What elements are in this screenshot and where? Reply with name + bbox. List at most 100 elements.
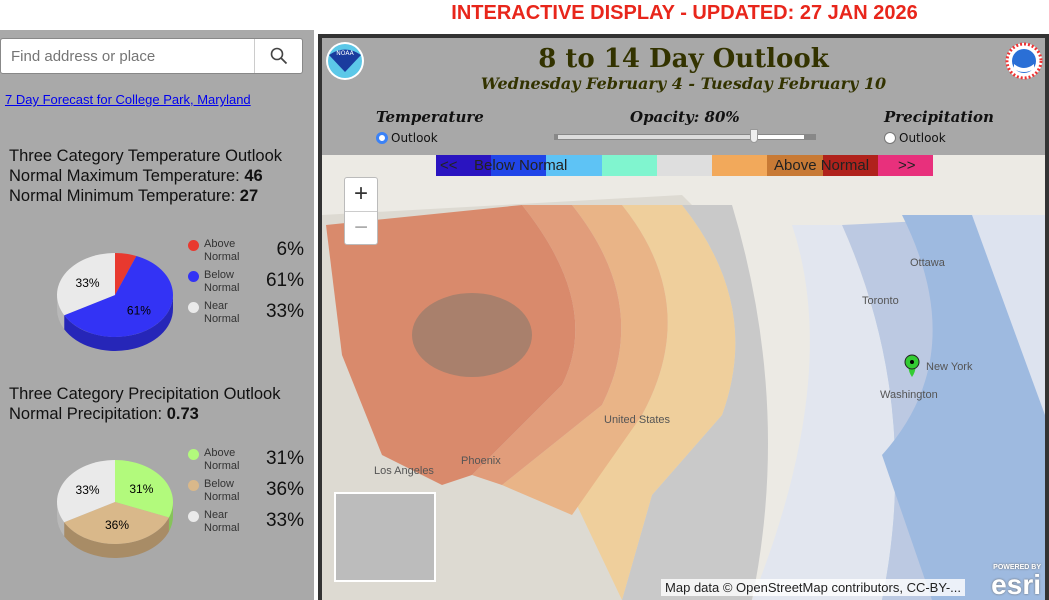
normal-min-value: 27 (239, 187, 259, 205)
noaa-logo-icon: NOAA (326, 42, 364, 80)
radio-label: Outlook (391, 131, 438, 145)
country-label: United States (604, 414, 671, 426)
pie-slice-label: 33% (76, 276, 100, 290)
search-input[interactable] (1, 39, 254, 73)
temp-heading: Three Category Temperature Outlook (9, 147, 282, 165)
search-button[interactable] (254, 39, 302, 73)
legend-dot (188, 449, 199, 460)
legend-label: Near Normal (204, 509, 240, 534)
legend-prev-button[interactable]: << (440, 157, 458, 174)
normal-min-label: Normal Minimum Temperature: (9, 187, 240, 205)
legend-value: 33% (265, 301, 304, 322)
pie-side (57, 295, 65, 330)
legend-row: Above Normal 31% (188, 447, 304, 478)
left-panel: 7 Day Forecast for College Park, Marylan… (0, 30, 314, 600)
nws-logo-icon (1005, 42, 1043, 80)
precipitation-pie-chart: 31% 36% 33% (56, 460, 173, 558)
legend-above-label: Above Normal (774, 157, 870, 174)
pie-side (168, 502, 173, 532)
pie-slice[interactable] (56, 253, 115, 316)
zoom-control: + − (344, 177, 378, 245)
pie-slice[interactable] (115, 253, 137, 295)
esri-logo: POWERED BY esri (991, 564, 1041, 600)
temperature-legend: Above Normal 6% Below Normal 61% Near Normal… (188, 238, 304, 331)
pie-side (57, 502, 65, 537)
city-label: New York (926, 361, 973, 373)
svg-text:NOAA: NOAA (336, 50, 354, 57)
legend-label: Near Normal (204, 300, 240, 325)
legend-swatch (877, 155, 933, 176)
legend-label: Above Normal (204, 447, 240, 472)
precipitation-label: Precipitation (884, 108, 994, 126)
zoom-out-button[interactable]: − (353, 214, 368, 241)
normal-precip-label: Normal Precipitation: (9, 405, 167, 423)
legend-row: Near Normal 33% (188, 509, 304, 540)
radio-unselected[interactable] (884, 132, 896, 144)
legend-value: 36% (265, 479, 304, 500)
legend-swatch (767, 155, 823, 176)
pie-slice-label: 31% (129, 482, 153, 496)
pie-side (64, 295, 173, 351)
outlook-title: 8 to 14 Day Outlook (538, 44, 829, 74)
legend-dot (188, 240, 199, 251)
legend-swatch (491, 155, 547, 176)
temperature-label: Temperature (376, 108, 484, 126)
legend-dot (188, 271, 199, 282)
legend-labels: << Below Normal Above Normal >> (436, 155, 933, 176)
normal-max-label: Normal Maximum Temperature: (9, 167, 245, 185)
esri-powered-label: POWERED BY (993, 564, 1041, 571)
pie-slice-label: 61% (127, 303, 151, 317)
temperature-outlook-radio[interactable]: Outlook (376, 131, 438, 145)
forecast-link[interactable]: 7 Day Forecast for College Park, Marylan… (5, 92, 251, 107)
map-view[interactable]: << Below Normal Above Normal >> + − Otta… (322, 155, 1045, 600)
legend-swatch (822, 155, 878, 176)
normal-max-value: 46 (244, 167, 263, 185)
radio-label: Outlook (899, 131, 946, 145)
normal-precip: Normal Precipitation: 0.73 (9, 404, 280, 424)
city-label: Toronto (862, 295, 899, 307)
normal-precip-value: 0.73 (166, 405, 199, 423)
city-label: Ottawa (910, 257, 945, 269)
legend-row: Near Normal 33% (188, 300, 304, 331)
pie-slice-label: 36% (105, 518, 129, 532)
temperature-pie-chart: 61% 33% (56, 253, 173, 351)
legend-label: Below Normal (204, 269, 240, 294)
legend-value: 6% (276, 239, 304, 260)
legend-swatch (546, 155, 602, 176)
precipitation-legend: Above Normal 31% Below Normal 36% Near Norma… (188, 447, 304, 540)
legend-swatch (712, 155, 768, 176)
precipitation-outlook-radio[interactable]: Outlook (884, 131, 946, 145)
pie-slice[interactable] (64, 255, 173, 337)
legend-swatch (436, 155, 492, 176)
legend-label: Above Normal (204, 238, 240, 263)
opacity-slider[interactable] (554, 129, 816, 143)
legend-row: Below Normal 36% (188, 478, 304, 509)
legend-label: Below Normal (204, 478, 240, 503)
normal-min: Normal Minimum Temperature: 27 (9, 186, 282, 206)
legend-swatch (656, 155, 713, 176)
legend-dot (188, 480, 199, 491)
radio-selected[interactable] (376, 132, 388, 144)
pie-slice-label: 33% (76, 483, 100, 497)
precip-section: Three Category Precipitation Outlook Nor… (9, 384, 280, 424)
search-box (0, 38, 303, 74)
city-label: Los Angeles (374, 465, 434, 477)
pie-slice[interactable] (56, 460, 115, 523)
legend-dot (188, 511, 199, 522)
temp-section: Three Category Temperature Outlook Norma… (9, 146, 282, 206)
slider-thumb[interactable] (750, 129, 758, 143)
precip-heading: Three Category Precipitation Outlook (9, 385, 281, 403)
legend-value: 61% (265, 270, 304, 291)
esri-wordmark: esri (991, 569, 1041, 600)
legend-next-button[interactable]: >> (898, 157, 916, 174)
alaska-inset-map[interactable] (334, 492, 436, 582)
legend-value: 33% (265, 510, 304, 531)
update-banner: INTERACTIVE DISPLAY - UPDATED: 27 JAN 20… (451, 2, 918, 24)
city-label: Phoenix (461, 455, 501, 467)
search-icon (270, 47, 287, 65)
legend-value: 31% (265, 448, 304, 469)
outlook-dates: Wednesday February 4 - Tuesday February … (480, 74, 887, 93)
pie-slice[interactable] (115, 460, 173, 518)
pie-slice[interactable] (64, 502, 169, 544)
zoom-in-button[interactable]: + (345, 178, 377, 212)
